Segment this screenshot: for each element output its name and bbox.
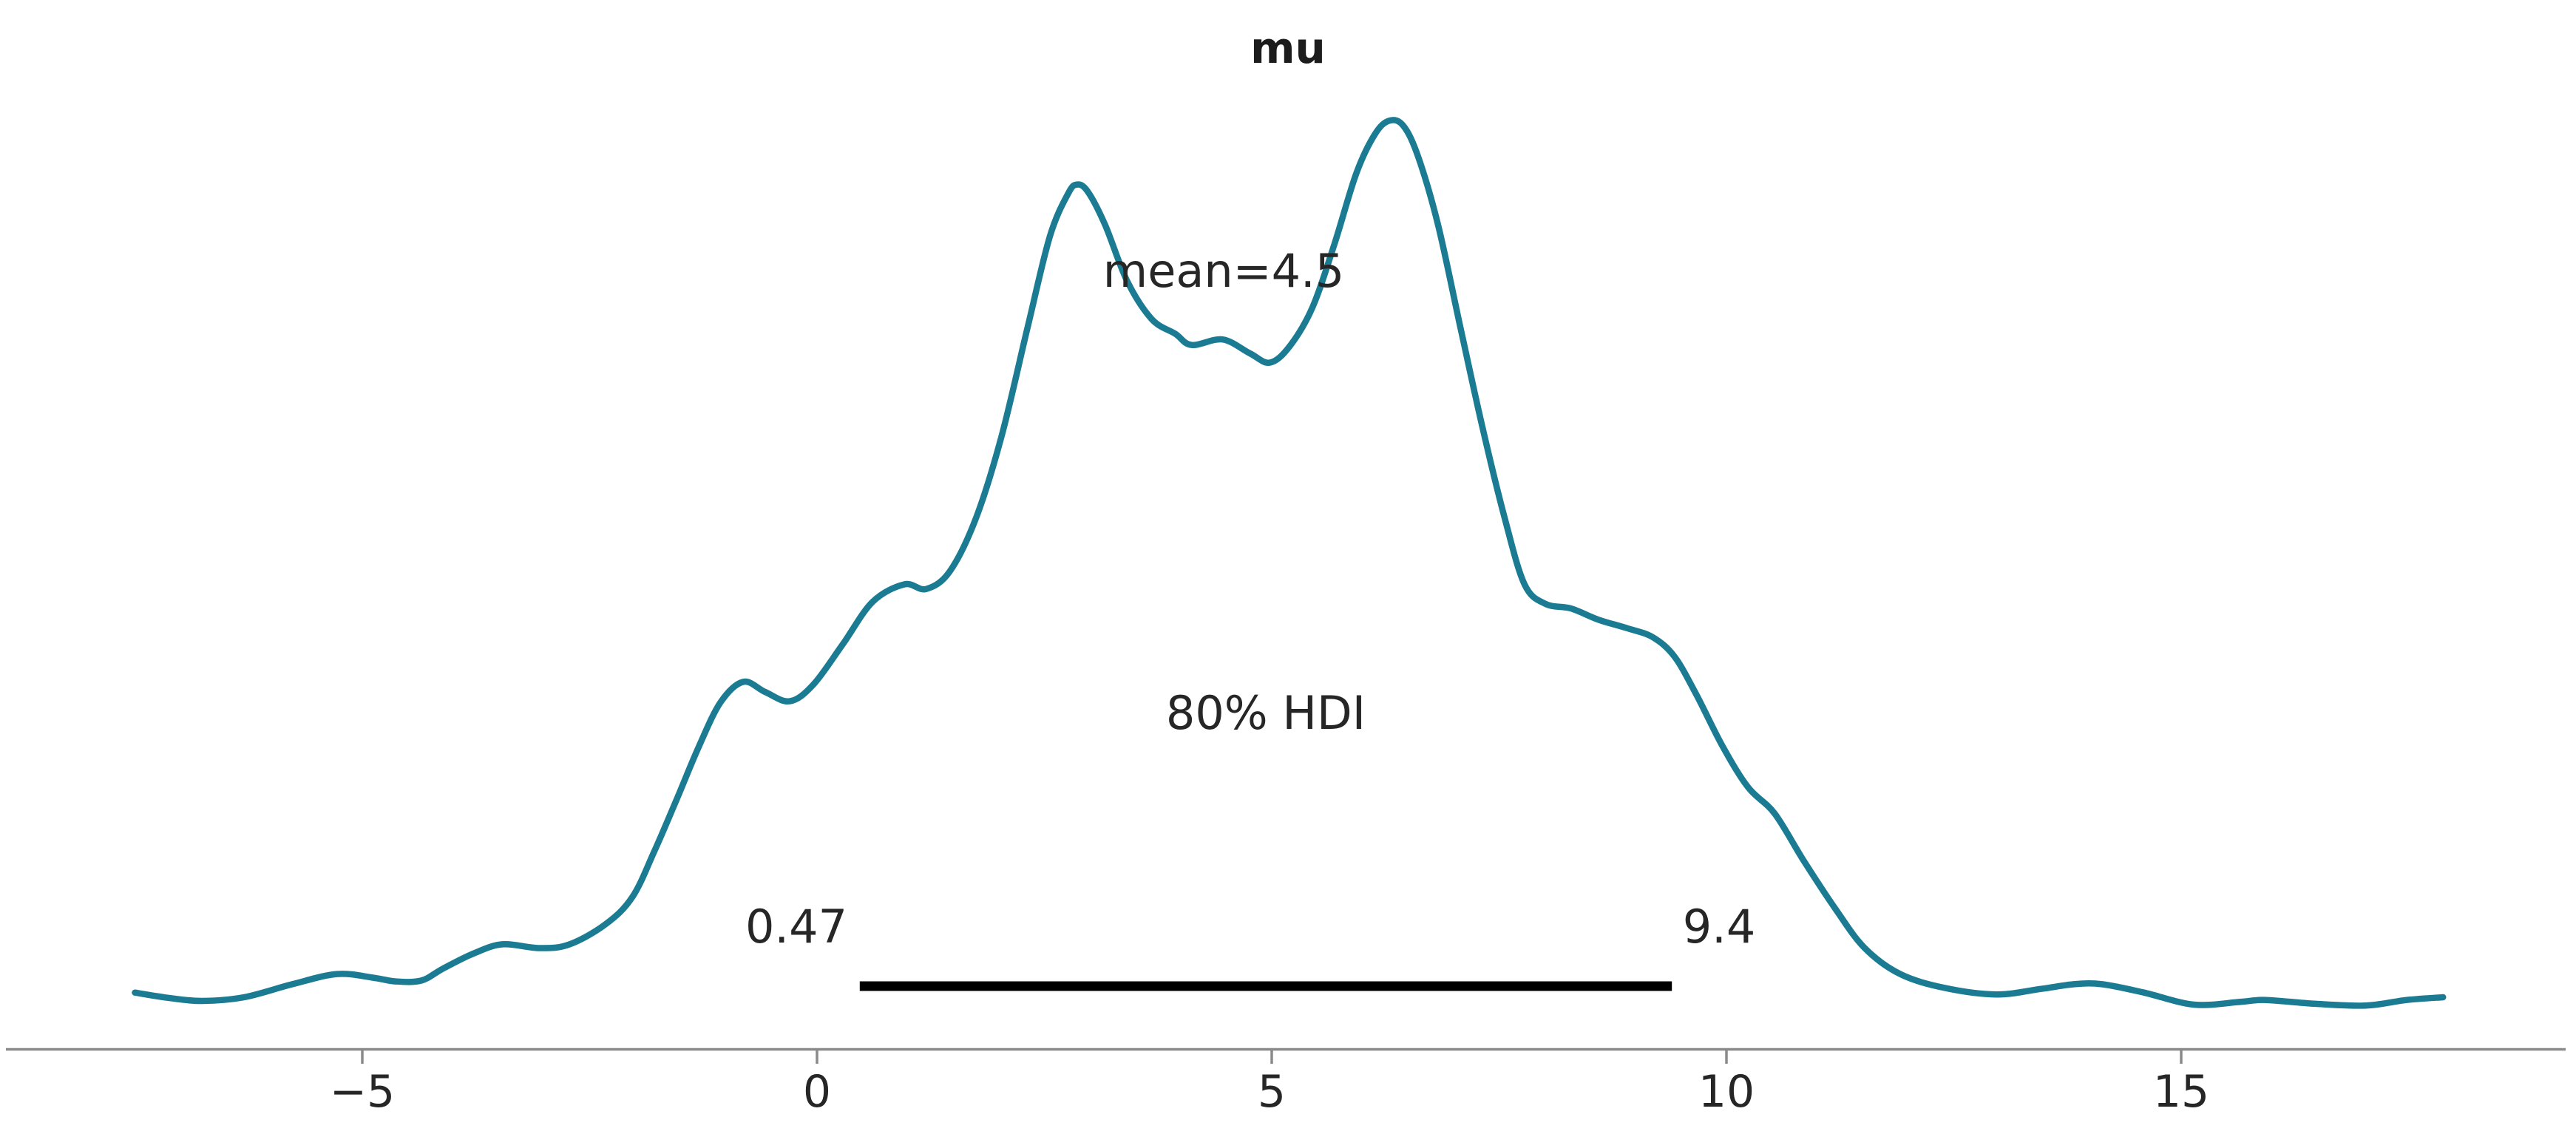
plot-title: mu bbox=[1250, 23, 1326, 73]
kde-curve bbox=[132, 117, 2447, 1009]
x-tick-label: 15 bbox=[2153, 1066, 2209, 1118]
x-axis-ticks: −5 0 5 10 15 bbox=[330, 1050, 2209, 1118]
x-tick-label: 10 bbox=[1698, 1066, 1755, 1118]
mean-annotation: mean=4.5 bbox=[1103, 244, 1344, 298]
hdi-upper-label: 9.4 bbox=[1683, 900, 1756, 954]
x-tick-label: 0 bbox=[803, 1066, 831, 1118]
x-tick-label: −5 bbox=[330, 1066, 395, 1118]
x-tick-label: 5 bbox=[1258, 1066, 1286, 1118]
hdi-label: 80% HDI bbox=[1166, 686, 1366, 740]
hdi-lower-label: 0.47 bbox=[745, 900, 847, 954]
